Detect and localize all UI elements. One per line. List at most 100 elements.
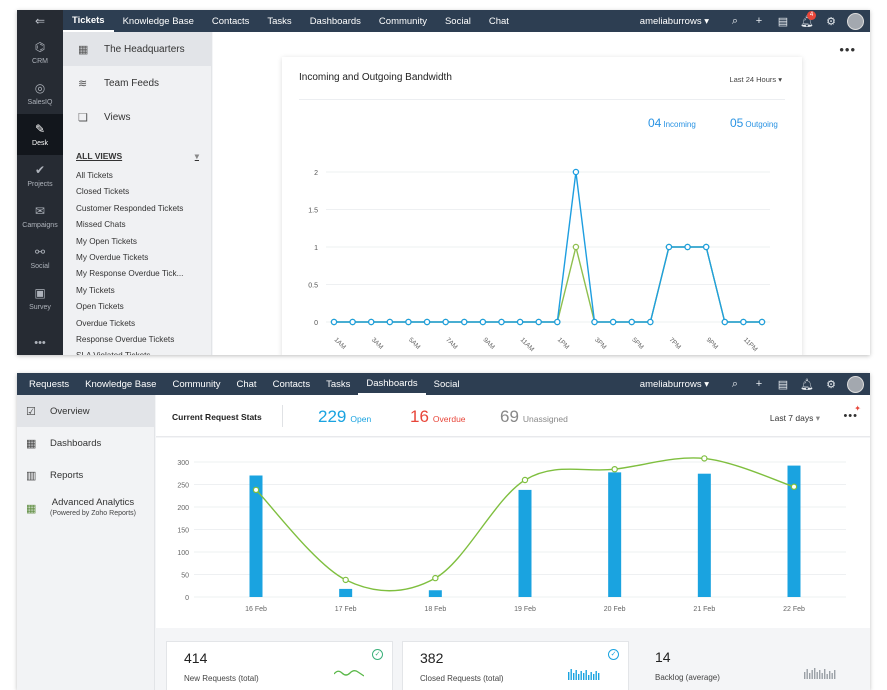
open-stat[interactable]: 229 Open [318,407,371,427]
data-point [535,318,542,326]
tab-community[interactable]: Community [378,15,427,27]
tab-dashboards[interactable]: Dashboards [358,373,426,395]
tab-tickets[interactable]: Tickets [63,10,114,32]
view-item[interactable]: My Overdue Tickets [76,252,149,262]
search-icon[interactable]: ⌕ [731,377,739,390]
tab-chat[interactable]: Chat [236,378,257,390]
view-item[interactable]: Response Overdue Tickets [76,334,175,344]
notification-bell-icon[interactable]: 🔔︎ 4 [795,10,819,28]
metric-label: New Requests (total) [184,674,259,683]
overdue-stat[interactable]: 16 Overdue [410,407,466,427]
app-switcher-rail: ⇐ ⌬ CRM ◎ SalesIQ ✎ Desk ✔ Projects ✉ Campaigns ⚯ S… [17,10,63,355]
collapse-icon[interactable]: ⇐ [34,14,46,28]
tab-community[interactable]: Community [172,378,221,390]
trend-point [252,486,260,494]
tab-chat[interactable]: Chat [488,15,509,27]
notification-bell-icon[interactable]: 🔔︎ [800,378,814,391]
data-point [702,243,710,251]
tab-contacts[interactable]: Contacts [272,378,311,390]
more-options-icon[interactable]: ••• [839,42,856,57]
rail-item-label: CRM [32,57,48,65]
user-menu[interactable]: ameliaburrows ▾ [639,15,709,27]
rail-item-salesiq[interactable]: ◎ SalesIQ [17,73,63,114]
unassigned-value: 69 [500,407,519,426]
tab-tasks[interactable]: Tasks [326,378,351,390]
sidebar-item-overview[interactable]: ☑ Overview [17,395,154,427]
closed-requests-card[interactable]: 382 Closed Requests (total) ✓ [402,641,629,690]
data-point [498,318,505,326]
tab-dashboards[interactable]: Dashboards [309,15,361,27]
trend-point [701,455,708,462]
more-options-icon[interactable]: ••• ✦ [843,404,862,422]
time-range-dropdown[interactable]: Last 24 Hours ▾ [729,75,782,84]
view-item[interactable]: Overdue Tickets [76,318,136,328]
advanced-analytics-link[interactable]: ▦ Advanced Analytics (Powered by Zoho Re… [17,497,154,517]
tab-requests[interactable]: Requests [29,378,70,390]
view-item[interactable]: Open Tickets [76,302,124,312]
view-item[interactable]: My Tickets [76,285,115,295]
analytics-label: Advanced Analytics [51,497,135,508]
x-tick-label: 21 Feb [693,606,715,613]
search-icon[interactable]: ⌕ [731,14,739,27]
sparkle-icon: ✦ [854,404,862,413]
data-point [628,318,635,326]
data-point [591,318,598,326]
chevron-down-icon: ▾ [194,151,199,161]
date-range-dropdown[interactable]: Last 7 days ▾ [770,413,820,424]
overview-icon: ☑ [26,405,36,418]
data-point [516,318,524,326]
metric-value: 14 [655,649,671,665]
chevron-down-icon: ▾ [815,413,820,423]
view-item[interactable]: Closed Tickets [76,187,130,197]
sidebar-item-views[interactable]: ❏ Views [63,100,211,134]
desk-tickets-window: ⇐ ⌬ CRM ◎ SalesIQ ✎ Desk ✔ Projects ✉ Campaigns ⚯ S… [17,10,870,355]
add-icon[interactable]: + [755,15,763,27]
data-point [740,318,747,326]
new-requests-card[interactable]: 414 New Requests (total) ✓ [166,641,393,690]
view-item[interactable]: My Response Overdue Tick... [76,269,184,279]
service-desk-dashboard-window: Requests Knowledge Base Community Chat Conta… [17,373,870,690]
rail-item-social[interactable]: ⚯ Social [17,237,63,278]
user-menu[interactable]: ameliaburrows ▾ [639,378,709,390]
campaigns-icon: ✉ [34,203,46,218]
rail-item-crm[interactable]: ⌬ CRM [17,32,63,73]
settings-gear-icon[interactable]: ⚙ [826,378,836,391]
tab-social[interactable]: Social [433,378,460,390]
tab-knowledge-base[interactable]: Knowledge Base [122,15,194,27]
avatar[interactable] [847,12,864,30]
tab-contacts[interactable]: Contacts [211,15,250,27]
x-tick-label: 5PM [630,336,644,350]
more-apps-icon[interactable]: ••• [34,337,46,349]
backlog-card[interactable]: 14 Backlog (average) [638,641,864,690]
view-item[interactable]: SLA Violated Tickets [63,348,211,355]
data-point [461,318,468,326]
settings-gear-icon[interactable]: ⚙ [826,15,836,28]
view-item[interactable]: My Open Tickets [76,236,137,246]
x-tick-label: 5AM [407,336,421,350]
compose-icon[interactable]: ▤ [777,15,789,28]
view-item[interactable]: Customer Responded Tickets [76,203,184,213]
sidebar-item-team-feeds[interactable]: ≋ Team Feeds [63,66,211,100]
views-icon: ❏ [78,111,88,124]
sidebar-item-label: Dashboards [50,437,102,449]
sidebar-item-dashboards[interactable]: ▦ Dashboards [17,427,154,459]
tab-tasks[interactable]: Tasks [267,15,292,27]
view-item[interactable]: All Tickets [76,171,113,180]
rail-item-survey[interactable]: ▣ Survey [17,278,63,319]
x-tick-label: 11AM [519,336,536,353]
compose-icon[interactable]: ▤ [777,378,789,391]
stats-title: Current Request Stats [172,412,262,422]
sidebar-item-reports[interactable]: ▥ Reports [17,459,154,491]
rail-item-campaigns[interactable]: ✉ Campaigns [17,196,63,237]
rail-item-desk[interactable]: ✎ Desk [17,114,63,155]
rail-item-projects[interactable]: ✔ Projects [17,155,63,196]
add-icon[interactable]: + [755,378,763,390]
avatar[interactable] [847,375,864,393]
view-item[interactable]: Missed Chats [76,220,126,230]
unassigned-stat[interactable]: 69 Unassigned [500,407,568,427]
sidebar-item-the-headquarters[interactable]: ▦ The Headquarters [63,32,211,66]
all-views-header[interactable]: ALL VIEWS ▾ [63,151,211,162]
tab-social[interactable]: Social [444,15,471,27]
x-tick-label: 20 Feb [604,606,626,613]
tab-knowledge-base[interactable]: Knowledge Base [85,378,157,390]
